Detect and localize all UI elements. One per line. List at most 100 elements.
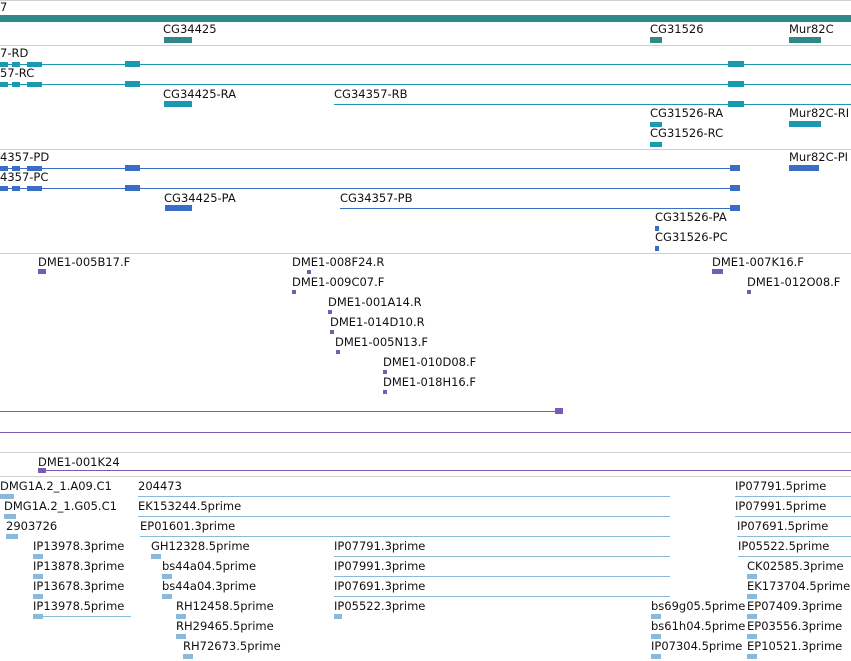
- est-label[interactable]: DMG1A.2_1.A09.C1: [0, 479, 112, 493]
- est-label[interactable]: IP07791.5prime: [735, 479, 827, 493]
- transcript-line[interactable]: [334, 104, 851, 105]
- est-label[interactable]: EK153244.5prime: [138, 499, 242, 513]
- est-feature[interactable]: [747, 614, 757, 619]
- est-line[interactable]: [334, 596, 670, 597]
- est-feature[interactable]: [747, 634, 757, 639]
- est-line[interactable]: [334, 576, 670, 577]
- transcript-line[interactable]: [340, 208, 740, 209]
- transcript-label[interactable]: CG31526-PA: [655, 210, 727, 224]
- exon[interactable]: [650, 142, 662, 147]
- gene-label[interactable]: CG34425: [163, 22, 217, 36]
- est-label[interactable]: EP07409.3prime: [747, 599, 843, 613]
- est-feature[interactable]: [33, 614, 43, 619]
- exon[interactable]: [730, 185, 740, 191]
- est-line[interactable]: [138, 516, 670, 517]
- clone-feature[interactable]: [328, 310, 332, 314]
- gene-label[interactable]: 7: [0, 0, 8, 14]
- est-label[interactable]: IP07991.3prime: [334, 559, 426, 573]
- exon[interactable]: [12, 166, 20, 171]
- exon[interactable]: [164, 101, 192, 107]
- est-feature[interactable]: [176, 634, 186, 639]
- exon[interactable]: [728, 101, 744, 107]
- est-feature[interactable]: [651, 614, 661, 619]
- est-label[interactable]: CK02585.3prime: [747, 559, 844, 573]
- gene-label[interactable]: CG31526: [650, 22, 704, 36]
- est-line[interactable]: [33, 616, 131, 617]
- exon[interactable]: [789, 121, 821, 127]
- est-label[interactable]: IP05522.5prime: [738, 539, 830, 553]
- clone-feature[interactable]: [292, 290, 296, 294]
- est-label[interactable]: IP13678.3prime: [33, 579, 125, 593]
- transcript-line[interactable]: [0, 64, 851, 65]
- clone-feature[interactable]: [712, 269, 723, 274]
- est-feature[interactable]: [176, 614, 186, 619]
- exon[interactable]: [12, 62, 20, 67]
- clone-label[interactable]: DME1-005N13.F: [335, 335, 428, 349]
- est-label[interactable]: IP13978.5prime: [33, 599, 125, 613]
- transcript-label[interactable]: CG34425-PA: [164, 191, 236, 205]
- est-label[interactable]: EP10521.3prime: [747, 639, 843, 653]
- clone-feature[interactable]: [38, 468, 46, 473]
- exon[interactable]: [730, 205, 740, 211]
- est-feature[interactable]: [33, 574, 43, 579]
- transcript-label[interactable]: 4357-PC: [0, 170, 49, 184]
- est-feature[interactable]: [162, 574, 172, 579]
- exon[interactable]: [125, 165, 140, 171]
- clone-label[interactable]: DME1-008F24.R: [292, 255, 385, 269]
- clone-label[interactable]: DME1-001K24: [38, 455, 120, 469]
- est-line[interactable]: [334, 556, 670, 557]
- est-label[interactable]: bs61h04.5prime: [651, 619, 746, 633]
- clone-span-line[interactable]: [38, 470, 851, 471]
- est-feature[interactable]: [334, 614, 342, 619]
- est-line[interactable]: [735, 496, 851, 497]
- est-label[interactable]: RH12458.5prime: [176, 599, 274, 613]
- est-label[interactable]: 204473: [138, 479, 182, 493]
- est-feature[interactable]: [162, 594, 172, 599]
- exon[interactable]: [655, 246, 659, 251]
- exon[interactable]: [0, 166, 8, 171]
- est-feature[interactable]: [33, 554, 43, 559]
- clone-label[interactable]: DME1-010D08.F: [383, 355, 477, 369]
- est-feature[interactable]: [33, 594, 43, 599]
- clone-feature[interactable]: [330, 330, 334, 334]
- est-feature[interactable]: [183, 654, 193, 659]
- clone-feature[interactable]: [383, 370, 387, 374]
- exon[interactable]: [125, 81, 140, 87]
- clone-label[interactable]: DME1-018H16.F: [383, 375, 477, 389]
- exon[interactable]: [125, 61, 140, 67]
- est-feature[interactable]: [651, 654, 661, 659]
- exon[interactable]: [27, 62, 42, 67]
- gene-bar[interactable]: [0, 15, 851, 22]
- est-line[interactable]: [140, 536, 670, 537]
- exon[interactable]: [650, 122, 662, 127]
- clone-label[interactable]: DME1-009C07.F: [292, 275, 385, 289]
- exon[interactable]: [789, 165, 819, 171]
- est-label[interactable]: bs69g05.5prime: [651, 599, 746, 613]
- exon[interactable]: [125, 185, 140, 191]
- clone-label[interactable]: DME1-005B17.F: [38, 255, 131, 269]
- exon[interactable]: [27, 186, 42, 191]
- exon[interactable]: [0, 82, 8, 87]
- est-label[interactable]: IP07991.5prime: [735, 499, 827, 513]
- exon[interactable]: [655, 226, 659, 231]
- est-label[interactable]: RH72673.5prime: [183, 639, 281, 653]
- clone-label[interactable]: DME1-001A14.R: [328, 295, 422, 309]
- transcript-line[interactable]: [0, 168, 740, 169]
- est-line[interactable]: [737, 536, 851, 537]
- exon[interactable]: [730, 165, 740, 171]
- transcript-label[interactable]: CG31526-PC: [655, 230, 728, 244]
- transcript-label[interactable]: CG34357-PB: [340, 191, 413, 205]
- est-feature[interactable]: [651, 634, 661, 639]
- est-label[interactable]: RH29465.5prime: [176, 619, 274, 633]
- clone-label[interactable]: DME1-007K16.F: [712, 255, 804, 269]
- est-label[interactable]: 2903726: [6, 519, 58, 533]
- clone-feature[interactable]: [747, 290, 751, 294]
- gene-label[interactable]: Mur82C: [789, 22, 834, 36]
- exon[interactable]: [0, 186, 8, 191]
- transcript-label[interactable]: Mur82C-PI: [789, 150, 849, 164]
- est-feature[interactable]: [0, 494, 14, 499]
- clone-span-line[interactable]: [0, 432, 851, 433]
- clone-feature[interactable]: [383, 390, 387, 394]
- est-line[interactable]: [735, 516, 851, 517]
- est-label[interactable]: GH12328.5prime: [151, 539, 250, 553]
